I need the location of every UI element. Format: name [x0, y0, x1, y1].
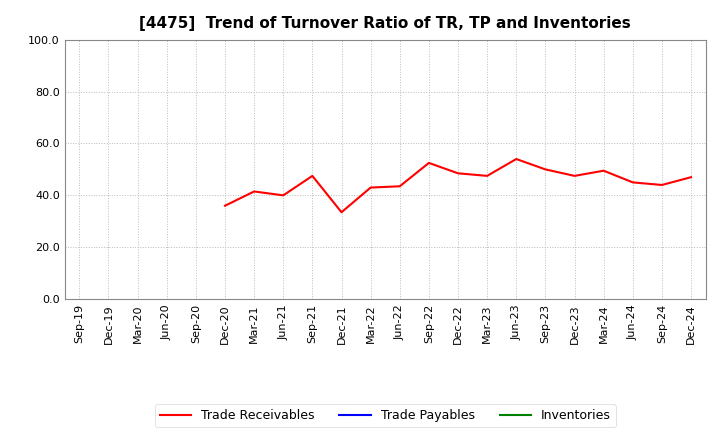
Trade Receivables: [454, 171, 462, 176]
Trade Receivables: [220, 203, 229, 209]
Trade Receivables: [337, 209, 346, 215]
Legend: Trade Receivables, Trade Payables, Inventories: Trade Receivables, Trade Payables, Inven…: [155, 404, 616, 427]
Trade Receivables: [395, 183, 404, 189]
Trade Receivables: [512, 156, 521, 161]
Title: [4475]  Trend of Turnover Ratio of TR, TP and Inventories: [4475] Trend of Turnover Ratio of TR, TP…: [140, 16, 631, 32]
Trade Receivables: [541, 167, 550, 172]
Trade Receivables: [250, 189, 258, 194]
Trade Receivables: [308, 173, 317, 179]
Trade Receivables: [366, 185, 375, 190]
Trade Receivables: [657, 182, 666, 187]
Trade Receivables: [425, 160, 433, 165]
Trade Receivables: [279, 193, 287, 198]
Trade Receivables: [687, 175, 696, 180]
Trade Receivables: [629, 180, 637, 185]
Line: Trade Receivables: Trade Receivables: [225, 159, 691, 212]
Trade Receivables: [599, 168, 608, 173]
Trade Receivables: [570, 173, 579, 179]
Trade Receivables: [483, 173, 492, 179]
